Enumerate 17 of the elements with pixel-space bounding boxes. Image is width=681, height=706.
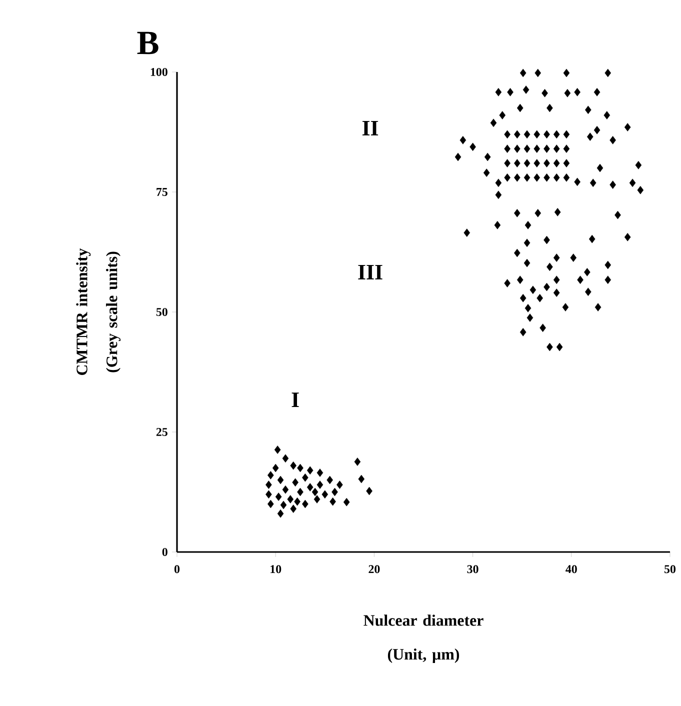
x-tick-label: 0 — [174, 565, 180, 574]
y-axis-title: CMTMR intensity (Grey scale units) — [76, 248, 121, 375]
x-tick-label: 20 — [368, 565, 380, 574]
y-tick-label: 75 — [156, 188, 168, 196]
y-tick-label: 25 — [156, 428, 168, 436]
x-tick-label: 30 — [467, 565, 478, 574]
x-tick-label: 40 — [566, 565, 577, 574]
annotation: III — [358, 264, 382, 280]
y-tick-label: 50 — [156, 308, 168, 316]
text: Nulcear diameter (Unit, µm) — [364, 614, 484, 663]
x-tick-label: 10 — [270, 565, 282, 574]
annotation: I — [292, 392, 299, 408]
x-tick-label: 50 — [664, 565, 676, 574]
y-tick-label: 0 — [162, 548, 168, 556]
annotation: II — [362, 120, 378, 136]
y-tick-label: 100 — [150, 68, 168, 76]
chart-title: B — [137, 32, 158, 54]
